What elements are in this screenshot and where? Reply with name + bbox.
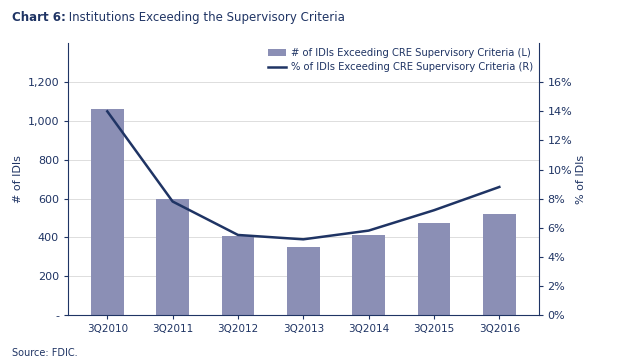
Bar xyxy=(418,223,450,315)
Text: Source: FDIC.: Source: FDIC. xyxy=(12,348,78,358)
Legend: # of IDIs Exceeding CRE Supervisory Criteria (L), % of IDIs Exceeding CRE Superv: # of IDIs Exceeding CRE Supervisory Crit… xyxy=(269,49,534,72)
Text: Chart 6:: Chart 6: xyxy=(12,11,66,24)
Y-axis label: # of IDIs: # of IDIs xyxy=(13,155,24,203)
Bar xyxy=(352,235,385,315)
Y-axis label: % of IDIs: % of IDIs xyxy=(576,155,586,204)
Text: Institutions Exceeding the Supervisory Criteria: Institutions Exceeding the Supervisory C… xyxy=(65,11,345,24)
Bar xyxy=(91,109,124,315)
Bar xyxy=(222,236,254,315)
Bar xyxy=(287,247,319,315)
Bar xyxy=(156,199,189,315)
Bar xyxy=(483,214,516,315)
